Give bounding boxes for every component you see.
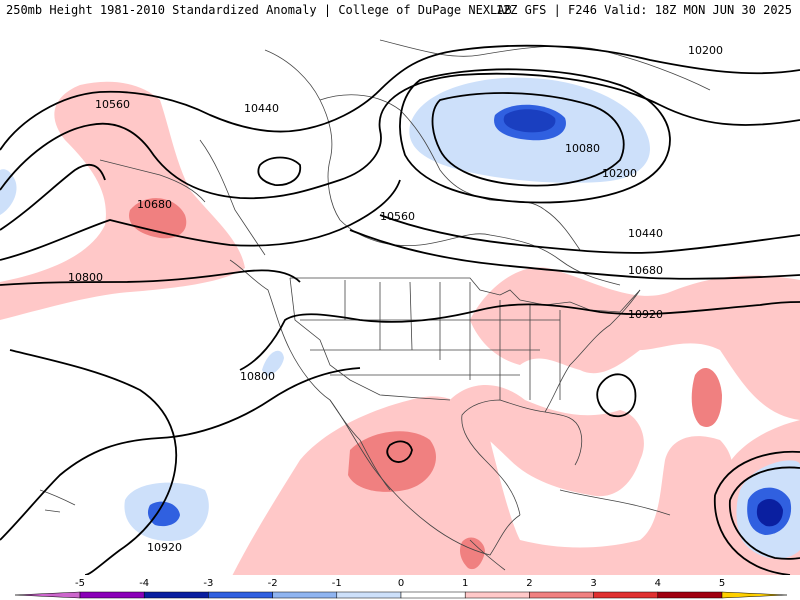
- contour-label: 10680: [628, 264, 663, 277]
- legend-tick-label: -2: [268, 578, 278, 589]
- contour-label: 10800: [68, 271, 103, 284]
- anomaly-color-legend: -5 -4 -3 -2 -1 0 1 2 3 4 5: [0, 575, 800, 600]
- legend-swatch: [79, 591, 145, 599]
- legend-swatch: [14, 591, 81, 599]
- contour-label: 10080: [565, 142, 600, 155]
- legend-swatch: [657, 591, 723, 599]
- legend-tick-label: 4: [655, 578, 661, 589]
- map-title: 250mb Height 1981-2010 Standardized Anom…: [6, 3, 512, 17]
- height-anomaly-map: 10560 10440 10200 10080 10200 10680 1056…: [0, 20, 800, 575]
- contour-label: 10200: [688, 44, 723, 57]
- height-contours: [0, 44, 800, 575]
- legend-tick-label: -3: [203, 578, 213, 589]
- legend-swatch: [593, 591, 659, 599]
- legend-tick-labels: -5 -4 -3 -2 -1 0 1 2 3 4 5: [75, 578, 725, 589]
- legend-tick-label: 2: [526, 578, 532, 589]
- legend-color-bar: [14, 591, 788, 599]
- legend-tick-label: -1: [332, 578, 342, 589]
- legend-tick-label: 3: [590, 578, 596, 589]
- contour-labels: 10560 10440 10200 10080 10200 10680 1056…: [68, 44, 723, 554]
- legend-tick-label: 0: [398, 578, 404, 589]
- contour-label: 10800: [240, 370, 275, 383]
- legend-swatch: [208, 591, 273, 599]
- contour-label: 10920: [628, 308, 663, 321]
- contour-label: 10440: [628, 227, 663, 240]
- run-info: 12Z GFS | F246 Valid: 18Z MON JUN 30 202…: [495, 3, 792, 17]
- legend-swatch: [143, 591, 209, 599]
- legend-tick-label: 5: [719, 578, 725, 589]
- legend-swatch: [464, 591, 530, 599]
- contour-label: 10200: [602, 167, 637, 180]
- contour-label: 10560: [95, 98, 130, 111]
- legend-swatch: [721, 591, 788, 599]
- strong-positive-anomaly: [129, 198, 722, 570]
- legend-tick-label: -4: [139, 578, 149, 589]
- map-header: 250mb Height 1981-2010 Standardized Anom…: [0, 0, 800, 20]
- legend-swatch: [336, 591, 402, 599]
- legend-swatch: [272, 591, 338, 599]
- contour-label: 10560: [380, 210, 415, 223]
- contour-label: 10680: [137, 198, 172, 211]
- legend-tick-label: 1: [462, 578, 468, 589]
- legend-swatch: [529, 591, 594, 599]
- contour-label: 10920: [147, 541, 182, 554]
- legend-tick-label: -5: [75, 578, 85, 589]
- contour-label: 10440: [244, 102, 279, 115]
- negative-anomaly-areas: [0, 77, 800, 559]
- legend-swatch: [400, 591, 466, 599]
